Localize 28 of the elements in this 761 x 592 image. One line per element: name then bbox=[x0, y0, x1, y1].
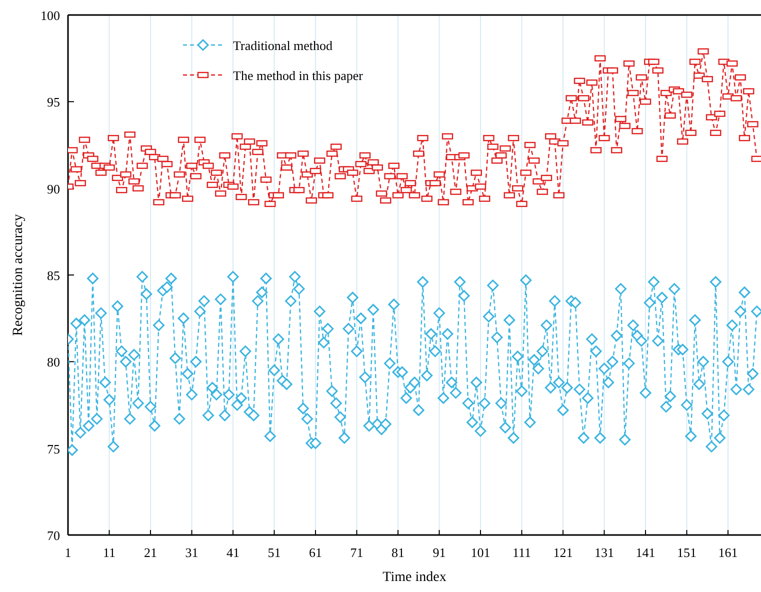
y-tick-label: 75 bbox=[47, 441, 60, 456]
legend-label: Traditional method bbox=[233, 38, 334, 53]
x-tick-label: 81 bbox=[392, 545, 404, 560]
x-tick-label: 101 bbox=[470, 545, 490, 560]
y-tick-label: 90 bbox=[47, 181, 60, 196]
x-tick-label: 1 bbox=[64, 545, 72, 560]
y-tick-label: 95 bbox=[47, 94, 60, 110]
x-tick-label: 61 bbox=[309, 545, 322, 560]
x-tick-label: 21 bbox=[144, 545, 157, 560]
x-tick-label: 131 bbox=[594, 545, 614, 560]
y-tick-label: 80 bbox=[47, 354, 60, 370]
y-tick-label: 100 bbox=[40, 8, 60, 23]
x-axis-title: Time index bbox=[382, 570, 446, 585]
y-tick-label: 85 bbox=[47, 268, 60, 283]
x-tick-label: 91 bbox=[432, 545, 446, 560]
x-tick-label: 11 bbox=[102, 545, 116, 560]
y-tick-label: 70 bbox=[47, 528, 60, 543]
y-axis-title: Recognition accuracy bbox=[11, 214, 26, 336]
x-tick-label: 51 bbox=[268, 545, 281, 560]
x-tick-label: 151 bbox=[677, 545, 696, 560]
x-tick-label: 161 bbox=[718, 545, 738, 560]
x-tick-label: 71 bbox=[350, 545, 364, 560]
x-tick-label: 141 bbox=[636, 545, 656, 560]
legend-label: The method in this paper bbox=[233, 68, 364, 83]
x-tick-label: 111 bbox=[512, 545, 532, 560]
x-tick-label: 31 bbox=[185, 545, 198, 560]
x-tick-label: 121 bbox=[553, 545, 573, 560]
x-tick-label: 41 bbox=[226, 545, 240, 560]
